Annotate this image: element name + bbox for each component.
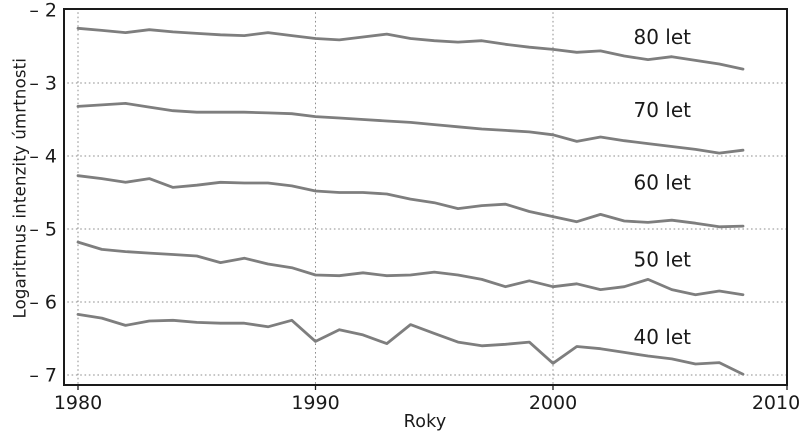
series-label-60-let: 60 let	[633, 170, 691, 194]
plot-border	[63, 8, 788, 386]
series-label-70-let: 70 let	[633, 98, 691, 122]
series-line-70-let	[76, 102, 745, 155]
y-tick-label: – 6	[29, 292, 57, 314]
y-tick-label: – 5	[29, 219, 57, 241]
x-tick-label: 2010	[752, 392, 800, 414]
y-tick-label: – 7	[29, 365, 57, 387]
series-line-50-let	[76, 240, 745, 297]
x-tick-label: 1990	[291, 392, 339, 414]
x-axis-title: Roky	[403, 412, 447, 432]
x-tick-label: 1980	[54, 392, 102, 414]
series-label-50-let: 50 let	[633, 248, 691, 272]
series-line-80-let	[76, 26, 745, 71]
y-tick-label: – 2	[29, 0, 57, 22]
y-axis-title: Logaritmus intenzity úmrtnosti	[10, 57, 30, 319]
series-label-80-let: 80 let	[633, 25, 691, 49]
series-line-40-let	[76, 312, 745, 376]
y-tick-label: – 3	[29, 73, 57, 95]
y-tick-label: – 4	[29, 146, 57, 168]
series-line-60-let	[76, 174, 745, 229]
x-tick-label: 2000	[529, 392, 577, 414]
series-label-40-let: 40 let	[633, 325, 691, 349]
